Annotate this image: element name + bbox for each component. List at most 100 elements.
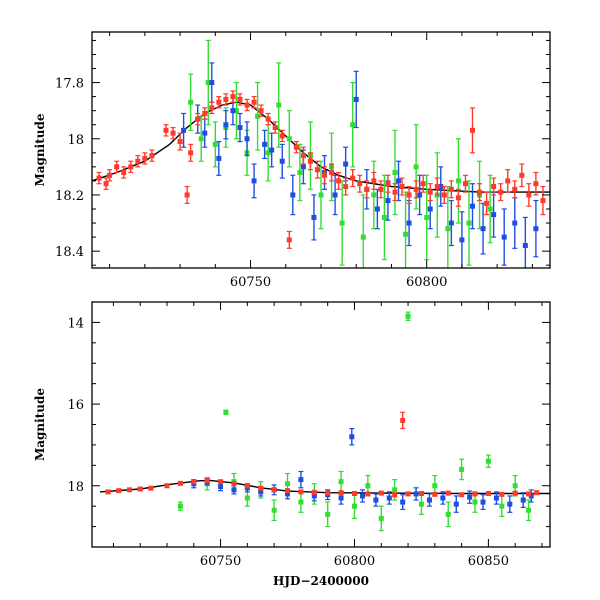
data-point [357,174,363,193]
marker [142,155,148,161]
data-point [276,62,282,148]
data-point [336,171,342,190]
marker [298,499,304,505]
data-point [487,174,493,244]
data-point [427,183,433,202]
marker [413,186,419,192]
data-point [293,140,299,154]
data-point [505,169,511,193]
data-point [491,191,497,238]
marker [329,169,335,175]
marker [325,511,331,517]
marker [441,192,447,198]
marker [170,130,176,136]
data-point [290,174,296,216]
marker [459,466,465,472]
marker [440,495,446,501]
marker [426,497,432,503]
data-point [365,491,371,497]
marker [322,172,328,178]
data-point [233,81,239,140]
marker [353,96,359,102]
data-point [417,174,423,216]
data-point [351,493,357,520]
data-point [403,191,409,268]
data-point [128,160,134,174]
data-point [485,454,491,468]
marker [413,491,419,497]
data-point [469,107,475,154]
data-point [413,487,419,501]
marker [360,234,366,240]
marker [420,181,426,187]
marker [371,192,377,198]
marker [279,158,285,164]
marker [290,192,296,198]
marker [300,153,306,159]
data-point [251,96,257,109]
data-point [251,163,257,199]
marker [400,499,406,505]
data-point [378,490,384,496]
marker [378,490,384,496]
marker [453,501,459,507]
data-point [198,115,204,162]
data-point [533,171,539,196]
data-point [338,490,344,496]
data-point [445,501,451,528]
marker [493,495,499,501]
marker [386,495,392,501]
marker [298,477,304,483]
data-point [298,470,304,489]
marker [251,178,257,184]
marker [338,479,344,485]
data-point [498,183,504,202]
marker [258,108,264,114]
data-point [218,479,224,485]
marker [103,181,109,187]
x-tick-label: 60850 [468,554,509,569]
marker [448,186,454,192]
data-point [191,479,197,485]
data-point [300,146,306,165]
data-point [520,492,526,508]
marker [406,192,412,198]
data-point [405,491,411,497]
marker [459,237,465,243]
marker [418,501,424,507]
marker [526,192,532,198]
marker [432,483,438,489]
marker [512,186,518,192]
data-point [181,112,187,148]
marker [244,483,250,489]
data-point [364,180,370,199]
data-point [400,494,406,511]
marker [349,434,355,440]
marker [177,503,183,509]
marker [216,99,222,105]
data-point [501,208,507,266]
marker [528,493,534,499]
marker [381,214,387,220]
data-point [188,73,194,131]
data-point [103,177,109,190]
data-point [507,495,513,513]
data-point [329,163,335,182]
marker [285,491,291,497]
data-point [378,505,384,532]
data-point [244,121,250,157]
marker [438,184,444,190]
marker [498,189,504,195]
marker [392,169,398,175]
marker [371,178,377,184]
data-point [493,491,499,505]
data-point [286,230,292,249]
marker [218,479,224,485]
marker [374,206,380,212]
x-tick-label: 60800 [406,275,447,290]
data-point [445,185,451,268]
data-point [244,98,250,112]
x-tick-label: 60750 [200,554,241,569]
data-point [163,124,169,137]
marker [385,181,391,187]
